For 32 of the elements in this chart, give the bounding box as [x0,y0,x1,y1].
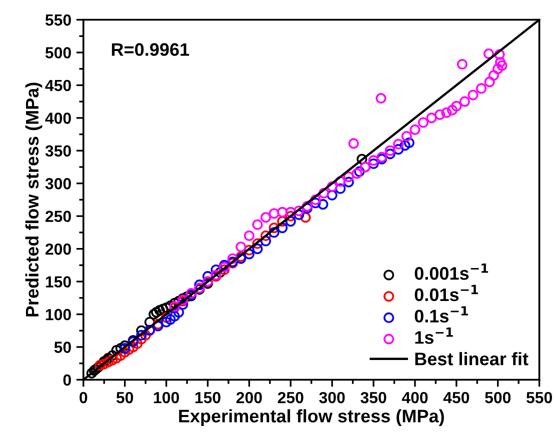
y-axis-title: Predicted flow stress (MPa) [25,82,42,316]
y-tick-label: 450 [45,80,71,92]
y-tick-label: 50 [54,342,71,353]
y-tick-label: 0 [63,374,71,386]
y-tick-label: 250 [46,210,71,222]
y-tick-label: 500 [45,47,71,58]
legend-label: 0.1s$^{−1}$ [414,306,468,323]
x-tick-label: 350 [360,392,386,404]
x-tick-label: 50 [116,392,134,404]
y-tick-label: 550 [45,14,71,26]
y-tick-label: 150 [46,276,71,288]
legend-label: 0.001s$^{−1}$ [414,264,488,280]
x-tick-label: 300 [319,392,345,404]
y-tick-label: 350 [45,145,71,157]
legend-label: Best linear fit [415,352,528,366]
x-tick-label: 150 [195,392,220,404]
x-tick-label: 200 [236,392,262,404]
legend-label: 1s$^{−1}$ [415,328,453,344]
legend-label: 0.01s$^{−1}$ [414,284,478,302]
y-tick-label: 400 [45,112,71,124]
annotation: R=0.9961 [112,43,190,56]
y-tick-label: 300 [45,178,71,190]
x-tick-label: 550 [526,392,552,404]
y-tick-label: 100 [46,308,71,320]
y-tick-label: 200 [46,243,71,255]
x-axis-title: Experimental flow stress (MPa) [179,409,444,426]
x-tick-label: 100 [154,392,179,404]
x-tick-label: 450 [443,392,470,404]
x-tick-label: 250 [278,392,304,404]
x-tick-label: 400 [402,392,428,404]
x-tick-label: 500 [485,392,511,404]
x-tick-label: 0 [80,392,88,404]
